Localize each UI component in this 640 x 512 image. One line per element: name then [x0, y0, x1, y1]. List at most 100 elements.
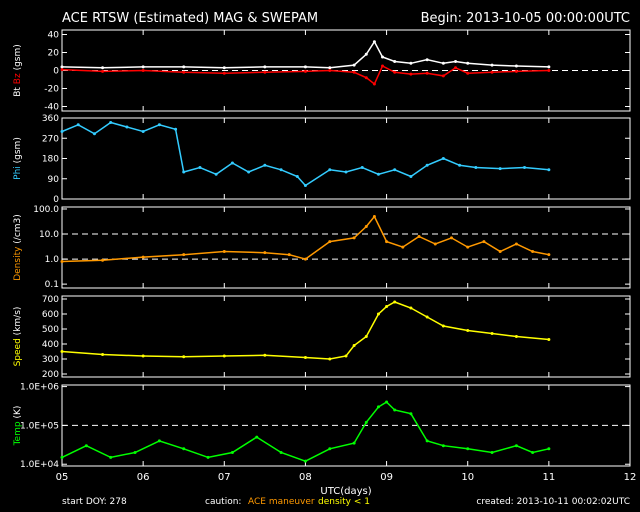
- ylabel-part-temp-1: (K): [13, 406, 23, 422]
- point-speed-speed-5: [263, 353, 267, 357]
- point-phi-phi-22: [409, 175, 413, 178]
- ytick-label-temp-2: 1.0E+04: [20, 460, 59, 470]
- point-temp-temp-14: [376, 405, 380, 409]
- point-temp-temp-11: [328, 447, 332, 451]
- panel-frame-speed: [61, 295, 631, 378]
- point-mag-bz-20: [547, 69, 551, 72]
- ytick-label-phi-3: 90: [48, 175, 60, 185]
- point-temp-temp-13: [364, 420, 368, 424]
- series-mag-bz: [61, 64, 549, 86]
- ytick-label-speed-4: 300: [42, 355, 59, 365]
- point-phi-phi-11: [230, 161, 234, 165]
- xtick-label-7: 12: [624, 472, 637, 483]
- point-temp-temp-17: [409, 412, 413, 416]
- point-mag-bt-17: [466, 61, 470, 65]
- point-phi-phi-3: [109, 121, 113, 124]
- series-speed-speed: [61, 301, 549, 360]
- point-phi-phi-24: [441, 157, 445, 160]
- point-mag-bt-7: [328, 66, 332, 70]
- ytick-label-mag-1: 20: [48, 49, 60, 59]
- point-mag-bt-11: [381, 55, 385, 59]
- point-density-density-1: [101, 258, 105, 262]
- ylabel-part-phi-0: Phi: [13, 166, 23, 180]
- point-density-density-0: [60, 260, 64, 264]
- point-mag-bz-2: [141, 69, 145, 72]
- ytick-label-speed-5: 200: [42, 370, 59, 380]
- ylabel-part-mag-0: Bt: [13, 87, 23, 97]
- point-temp-temp-5: [182, 447, 186, 451]
- point-speed-speed-4: [222, 354, 226, 358]
- ylabel-phi: Phi (gsm): [13, 137, 23, 180]
- point-temp-temp-2: [109, 455, 113, 459]
- point-mag-bt-15: [441, 61, 445, 65]
- point-speed-speed-20: [547, 338, 551, 341]
- point-density-density-2: [141, 255, 145, 259]
- point-temp-temp-18: [425, 439, 429, 443]
- point-phi-phi-6: [157, 123, 161, 127]
- point-mag-bt-8: [352, 63, 356, 67]
- point-speed-speed-15: [425, 315, 429, 319]
- ytick-label-temp-0: 1.0E+06: [20, 383, 59, 393]
- ylabel-part-density-0: Density: [13, 246, 23, 281]
- point-mag-bt-0: [60, 65, 64, 69]
- point-mag-bz-3: [182, 70, 186, 74]
- point-phi-phi-0: [60, 130, 64, 133]
- point-phi-phi-9: [198, 166, 202, 169]
- point-mag-bz-18: [490, 70, 494, 74]
- point-phi-phi-16: [303, 184, 307, 187]
- ylabel-mag: Bt Bz (gsm): [13, 44, 23, 97]
- point-mag-bt-14: [425, 58, 429, 62]
- point-mag-bt-10: [372, 40, 376, 44]
- point-density-density-6: [287, 253, 291, 257]
- point-mag-bt-19: [514, 64, 518, 68]
- point-density-density-12: [385, 240, 389, 244]
- point-speed-speed-9: [352, 344, 356, 347]
- chart-title: ACE RTSW (Estimated) MAG & SWEPAM: [62, 11, 319, 26]
- xtick-label-1: 06: [137, 472, 150, 483]
- point-temp-temp-7: [230, 451, 234, 455]
- point-speed-speed-8: [344, 354, 348, 358]
- ytick-label-speed-2: 500: [42, 325, 59, 335]
- point-speed-speed-6: [303, 356, 307, 359]
- point-temp-temp-12: [352, 441, 356, 445]
- point-mag-bz-11: [381, 64, 385, 68]
- xtick-label-5: 10: [461, 472, 474, 483]
- point-density-density-7: [303, 257, 307, 261]
- point-temp-temp-20: [466, 447, 470, 451]
- point-speed-speed-18: [490, 332, 494, 335]
- point-mag-bz-7: [328, 69, 332, 72]
- point-mag-bz-8: [352, 70, 356, 74]
- point-density-density-8: [328, 240, 332, 244]
- point-mag-bt-18: [490, 63, 494, 67]
- x-axis-label: UTC(days): [320, 486, 371, 497]
- xtick-label-6: 11: [542, 472, 555, 483]
- point-phi-phi-7: [174, 127, 178, 131]
- point-temp-temp-8: [255, 435, 259, 439]
- point-temp-temp-15: [385, 400, 389, 404]
- point-mag-bz-19: [514, 69, 518, 73]
- point-speed-speed-0: [60, 350, 64, 353]
- point-phi-phi-5: [141, 130, 145, 133]
- series-phi-phi: [61, 121, 549, 187]
- point-speed-speed-10: [364, 335, 368, 338]
- ytick-label-temp-1: 1.0E+05: [20, 421, 59, 431]
- point-phi-phi-8: [182, 170, 186, 174]
- point-density-density-17: [466, 245, 470, 249]
- ytick-label-speed-1: 600: [42, 310, 59, 320]
- ytick-label-phi-0: 360: [42, 114, 59, 124]
- ytick-label-mag-4: -40: [44, 103, 59, 113]
- point-mag-bt-4: [222, 66, 226, 70]
- point-mag-bt-13: [409, 61, 413, 65]
- ytick-label-density-1: 10.0: [39, 230, 59, 240]
- point-temp-temp-22: [514, 444, 518, 448]
- point-mag-bt-1: [101, 66, 105, 70]
- point-phi-phi-26: [474, 166, 478, 169]
- point-temp-temp-4: [157, 439, 161, 443]
- ytick-label-phi-2: 180: [42, 155, 59, 165]
- point-phi-phi-20: [376, 172, 380, 176]
- ylabel-part-mag-1: Bz: [13, 73, 23, 87]
- point-speed-speed-17: [466, 329, 470, 332]
- point-speed-speed-11: [376, 312, 380, 316]
- point-density-density-21: [531, 250, 535, 254]
- point-temp-temp-9: [279, 451, 283, 455]
